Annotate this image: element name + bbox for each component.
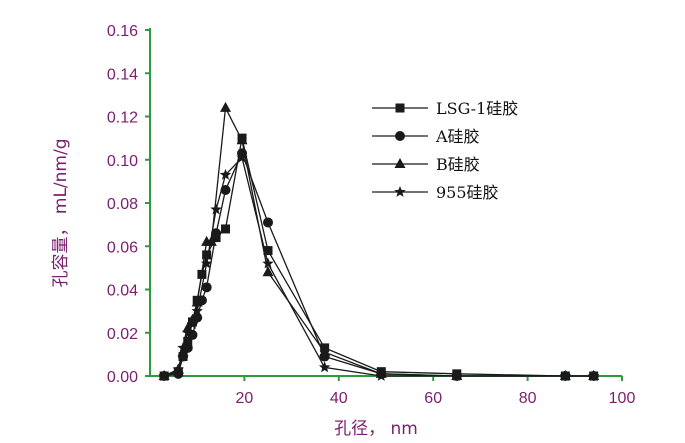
data-point-star xyxy=(200,257,213,269)
data-point-star xyxy=(587,370,600,381)
y-tick-label: 0.00 xyxy=(107,369,138,386)
data-point-star xyxy=(219,168,232,180)
data-point-circle xyxy=(263,217,273,228)
y-tick-label: 0.04 xyxy=(107,283,138,300)
legend-label: 955硅胶 xyxy=(436,183,499,202)
data-point-square xyxy=(221,224,231,234)
legend: LSG-1硅胶 A硅胶 B硅胶 955硅胶 xyxy=(372,99,518,202)
data-point-star xyxy=(236,151,248,163)
data-point-triangle xyxy=(236,134,248,145)
y-tick-label: 0.08 xyxy=(107,196,138,213)
data-point-square xyxy=(202,250,212,260)
data-point-star xyxy=(375,370,387,381)
data-point-star xyxy=(191,305,203,316)
series-layer xyxy=(158,101,600,381)
series-triangle xyxy=(158,101,600,380)
x-axis-title: 孔径， nm xyxy=(334,419,418,439)
data-point-triangle xyxy=(262,266,274,277)
y-tick-label: 0.14 xyxy=(107,66,138,83)
y-tick-label: 0.12 xyxy=(107,110,138,127)
y-axis-title: 孔容量， mL/nm/g xyxy=(51,138,71,287)
series-star xyxy=(158,151,600,381)
data-point-star xyxy=(451,370,463,381)
legend-marker-square xyxy=(395,103,405,113)
y-ticks: 0.00 0.02 0.04 0.06 0.08 0.10 0.12 0.14 0.16 xyxy=(107,23,150,386)
data-point-square xyxy=(263,246,273,256)
data-point-circle xyxy=(211,228,222,239)
data-point-circle xyxy=(220,185,231,196)
axes xyxy=(149,28,622,377)
x-tick-label: 80 xyxy=(519,390,537,407)
data-point-star xyxy=(158,370,170,381)
data-point-star xyxy=(318,361,331,373)
data-point-star xyxy=(182,326,194,338)
x-tick-label: 20 xyxy=(236,390,254,407)
data-point-star xyxy=(186,318,199,329)
x-tick-label: 40 xyxy=(330,390,348,407)
data-point-triangle xyxy=(220,101,232,112)
legend-label: LSG-1硅胶 xyxy=(436,99,518,118)
y-tick-label: 0.16 xyxy=(107,23,138,40)
data-point-star xyxy=(177,341,189,353)
data-point-triangle xyxy=(205,235,217,246)
data-point-square xyxy=(183,336,193,346)
series-line xyxy=(163,156,594,377)
data-point-star xyxy=(172,363,185,375)
data-point-circle xyxy=(201,282,212,293)
data-point-star xyxy=(210,203,222,215)
legend-marker-triangle xyxy=(394,158,406,168)
data-point-triangle xyxy=(191,296,203,307)
data-point-triangle xyxy=(177,346,189,357)
series-circle xyxy=(159,148,599,381)
legend-marker-circle xyxy=(395,131,405,141)
data-point-star xyxy=(559,370,572,381)
series-line xyxy=(163,105,594,377)
x-ticks: 20 40 60 80 100 xyxy=(236,376,636,407)
legend-label: B硅胶 xyxy=(436,155,480,174)
legend-label: A硅胶 xyxy=(435,127,480,146)
data-point-triangle xyxy=(319,346,331,357)
legend-marker-star xyxy=(394,186,406,197)
data-point-star xyxy=(262,257,274,269)
y-tick-label: 0.10 xyxy=(107,153,138,170)
x-tick-label: 100 xyxy=(609,390,636,407)
y-tick-label: 0.02 xyxy=(107,326,138,343)
x-tick-label: 60 xyxy=(424,390,442,407)
y-tick-label: 0.06 xyxy=(107,239,138,256)
